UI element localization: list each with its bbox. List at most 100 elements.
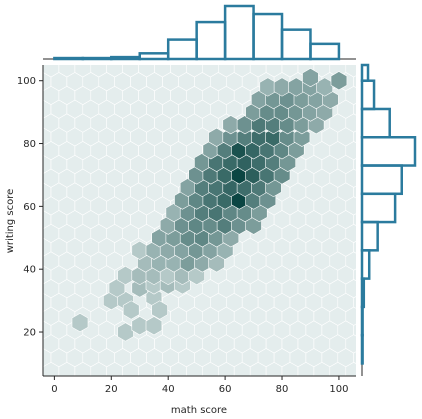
hexbin-empty-cell: [185, 375, 188, 376]
hexbin-empty-cell: [19, 210, 35, 228]
hexbin-empty-cell: [43, 90, 44, 101]
hexbin-empty-cell: [249, 375, 251, 376]
hexbin-empty-cell: [19, 238, 35, 256]
hexbin-empty-cell: [19, 348, 35, 366]
hexbin-empty-cell: [43, 173, 44, 184]
hexbin-empty-cell: [345, 65, 356, 78]
hexbin-empty-cell: [362, 362, 378, 380]
hexbin-empty-cell: [362, 141, 378, 159]
y-tick-label: 60: [23, 202, 36, 213]
hexbin-empty-cell: [362, 169, 378, 187]
hexbin-empty-cell: [362, 224, 378, 242]
marginal-y-bar: [360, 136, 417, 167]
marginal-y-bar: [360, 220, 379, 252]
hexbin-empty-cell: [362, 197, 378, 215]
marginal-y-bar: [360, 333, 364, 365]
x-tick-label: 80: [276, 384, 289, 395]
y-tick-label: 80: [23, 139, 36, 150]
hexbin-empty-cell: [138, 65, 155, 78]
hexbin-empty-cell: [362, 114, 378, 132]
hexbin-empty-cell: [43, 65, 60, 78]
hexbin-empty-cell: [137, 375, 140, 376]
marginal-x-bar: [110, 55, 141, 61]
hexbin-empty-cell: [43, 118, 44, 128]
x-tick-label: 20: [105, 384, 118, 395]
hexbin-empty-cell: [58, 65, 76, 78]
hexbin-empty-cell: [43, 375, 44, 376]
hexbin-empty-cell: [19, 100, 35, 118]
hexbin-empty-cell: [106, 65, 123, 78]
hexbin-empty-cell: [19, 376, 35, 394]
hexbin-empty-cell: [43, 228, 44, 239]
marginal-x-bar: [81, 56, 113, 61]
hexbin-empty-cell: [186, 65, 203, 78]
hexbin-empty-cell: [202, 65, 219, 78]
marginal-x-bar: [195, 20, 227, 61]
marginal-y-bar: [360, 277, 366, 309]
hexbin-cell: [330, 71, 348, 91]
x-tick-label: 100: [329, 384, 348, 395]
hexbin-cell: [122, 300, 140, 320]
marginal-y-bar: [360, 79, 376, 111]
y-axis-label: writing score: [5, 189, 16, 254]
y-tick-label: 20: [23, 328, 36, 339]
y-tick-label: 100: [17, 76, 36, 87]
hexbin-empty-cell: [265, 375, 267, 376]
hexbin-empty-cell: [281, 65, 299, 78]
x-tick-label: 60: [219, 384, 232, 395]
hexbin-empty-cell: [170, 65, 187, 78]
marginal-x-bar: [53, 56, 85, 61]
marginal-y-bars: [360, 63, 417, 365]
x-axis-label: math score: [171, 405, 227, 416]
y-axis-ticks: 20 40 60 80 100: [17, 76, 43, 339]
hexbin-empty-cell: [19, 183, 35, 201]
hexbin-empty-cell: [154, 65, 171, 78]
marginal-y-bar: [360, 305, 364, 337]
marginal-x-bar: [138, 52, 170, 61]
marginal-y-bar: [360, 164, 403, 196]
marginal-y-bar: [360, 63, 370, 82]
marginal-y-bar: [360, 192, 397, 224]
hexbin-empty-cell: [90, 375, 92, 376]
hexbin-plot-area: [19, 59, 378, 394]
hexbin-empty-cell: [43, 366, 44, 376]
hexbin-empty-cell: [153, 375, 156, 376]
hexbin-empty-cell: [201, 375, 203, 376]
marginal-x-bar: [309, 42, 341, 61]
marginal-y-histogram: [360, 63, 417, 376]
hexbin-empty-cell: [362, 307, 378, 325]
marginal-x-bar: [252, 12, 284, 61]
hexbin-empty-cell: [249, 65, 267, 78]
hexbin-empty-cell: [90, 65, 107, 78]
hexbin-empty-cell: [74, 375, 76, 376]
hexbin-empty-cell: [43, 311, 44, 322]
hexbin-cell: [151, 300, 168, 320]
marginal-x-bar: [280, 28, 312, 61]
marginal-x-bars: [53, 4, 341, 61]
marginal-x-bar: [223, 4, 255, 61]
x-tick-label: 0: [51, 384, 57, 395]
hexbin-cell: [71, 313, 89, 333]
marginal-x-histogram: [43, 4, 356, 61]
hexbin-empty-cell: [43, 283, 44, 294]
hexbin-empty-cell: [43, 65, 44, 73]
hexbin-empty-cell: [122, 65, 139, 78]
hexbin-empty-cell: [74, 65, 92, 78]
hexbin-empty-cell: [362, 59, 378, 77]
hexbin-empty-cell: [265, 65, 283, 78]
hexbin-empty-cell: [362, 335, 378, 353]
hexbin-empty-cell: [233, 65, 251, 78]
hexbin-cell: [145, 316, 163, 336]
marginal-x-bar: [166, 38, 198, 61]
x-tick-label: 40: [162, 384, 175, 395]
marginal-y-bar: [360, 107, 391, 139]
y-tick-label: 40: [23, 265, 36, 276]
x-axis-ticks: 0 20 40 60 80 100: [51, 376, 348, 395]
hexbin-cell: [293, 127, 311, 147]
hexbin-empty-cell: [19, 155, 35, 173]
hexbin-cells: [71, 68, 348, 342]
hexbin-cell: [302, 68, 319, 88]
hexbin-empty-cell: [297, 375, 299, 376]
hexbin-empty-cell: [354, 376, 370, 394]
